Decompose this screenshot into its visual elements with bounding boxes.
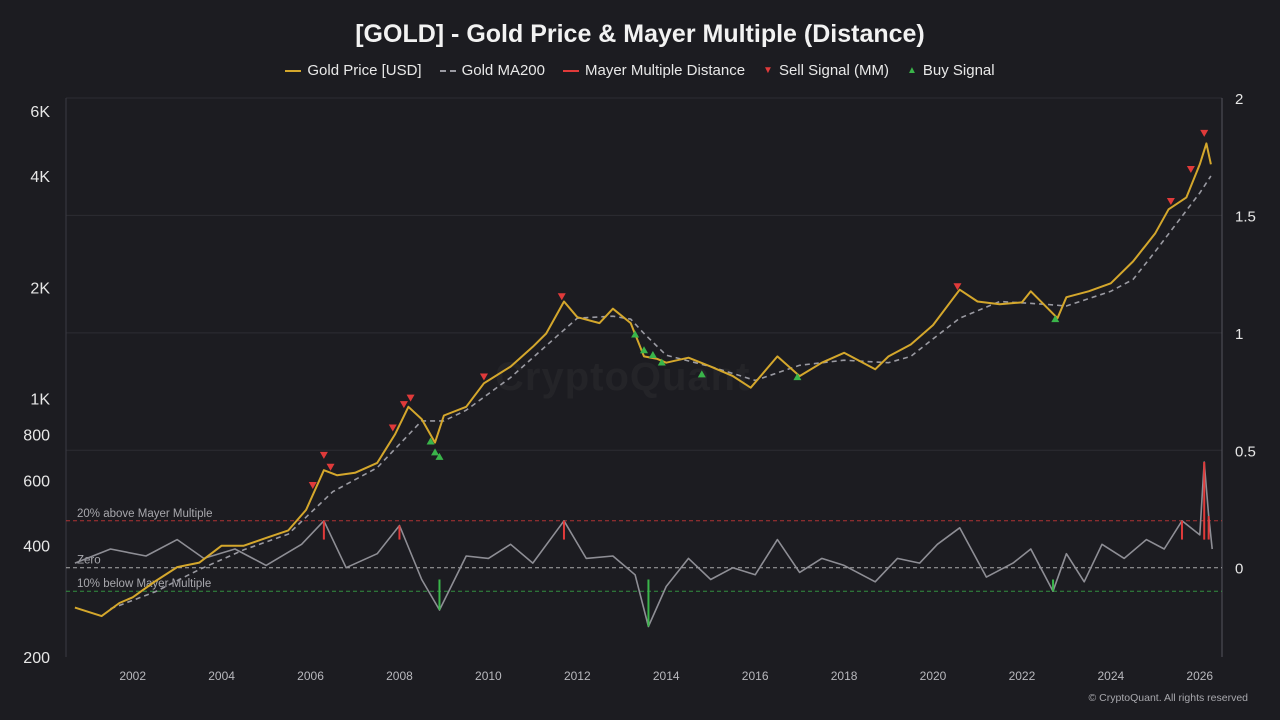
legend-buy-signal[interactable]: ▲ Buy Signal: [907, 62, 995, 79]
x-tick-label: 2018: [831, 669, 858, 683]
x-tick-label: 2024: [1097, 669, 1124, 683]
legend-buy-signal-label: Buy Signal: [922, 62, 995, 79]
legend-mayer-distance-swatch: [562, 69, 579, 72]
copyright-footer: © CryptoQuant. All rights reserved: [1088, 692, 1248, 704]
x-tick-label: 2008: [386, 669, 413, 683]
triangle-down-icon: ▼: [763, 65, 773, 76]
y-right-tick-label: 1.5: [1235, 208, 1256, 225]
buy-signal-marker: [640, 346, 648, 354]
sell-signal-marker: [953, 283, 962, 291]
y-left-tick-label: 1K: [30, 392, 50, 409]
reference-line-label: Zero: [77, 555, 101, 567]
sell-signal-marker: [319, 451, 328, 459]
legend-sell-signal[interactable]: ▼ Sell Signal (MM): [763, 62, 889, 79]
legend-gold-ma200[interactable]: Gold MA200: [439, 62, 545, 79]
chart-legend: Gold Price [USD] Gold MA200 Mayer Multip…: [0, 62, 1280, 79]
series-mayer-multiple-distance: [74, 461, 1213, 628]
x-tick-label: 2004: [208, 669, 235, 683]
series-gold-ma200: [110, 175, 1212, 610]
y-right-tick-label: 0.5: [1235, 443, 1256, 460]
sell-signal-marker: [308, 482, 317, 490]
x-tick-label: 2012: [564, 669, 591, 683]
y-left-tick-label: 200: [23, 650, 50, 667]
buy-signal-marker: [793, 373, 802, 381]
sell-signal-marker: [1166, 198, 1175, 206]
buy-signal-marker: [1051, 315, 1060, 323]
x-tick-label: 2014: [653, 669, 680, 683]
sell-signal-marker: [1186, 166, 1195, 174]
sell-signal-marker: [388, 424, 397, 432]
x-tick-label: 2016: [742, 669, 769, 683]
sell-signal-marker: [557, 293, 566, 301]
legend-gold-price-swatch: [285, 69, 302, 72]
x-tick-label: 2026: [1186, 669, 1213, 683]
y-left-tick-label: 2K: [30, 280, 50, 297]
x-tick-label: 2022: [1009, 669, 1036, 683]
sell-signal-marker: [1200, 129, 1209, 137]
y-left-tick-label: 400: [23, 539, 50, 556]
sell-signal-marker: [479, 373, 488, 381]
y-left-tick-label: 600: [23, 474, 50, 491]
y-left-tick-label: 800: [23, 427, 50, 444]
x-tick-label: 2002: [119, 669, 146, 683]
y-right-tick-label: 1: [1235, 326, 1243, 343]
y-left-tick-label: 4K: [30, 169, 50, 186]
legend-gold-ma200-label: Gold MA200: [461, 62, 545, 79]
series-gold-price: [74, 142, 1212, 618]
buy-signal-marker: [657, 358, 666, 366]
y-right-tick-label: 2: [1235, 91, 1243, 108]
buy-signal-marker: [697, 370, 706, 378]
legend-mayer-distance-label: Mayer Multiple Distance: [584, 62, 746, 79]
sell-signal-marker: [406, 394, 415, 402]
buy-signal-marker: [435, 452, 444, 460]
legend-mayer-distance[interactable]: Mayer Multiple Distance: [562, 62, 746, 79]
buy-signal-marker: [431, 448, 440, 456]
x-tick-label: 2010: [475, 669, 502, 683]
buy-signal-marker: [648, 350, 657, 358]
x-tick-label: 2020: [920, 669, 947, 683]
buy-signal-marker: [426, 437, 435, 445]
buy-signal-marker: [631, 330, 640, 338]
chart-title: [GOLD] - Gold Price & Mayer Multiple (Di…: [355, 20, 925, 48]
legend-gold-ma200-swatch: [439, 69, 456, 72]
y-right-tick-label: 0: [1235, 561, 1243, 578]
sell-signal-marker: [399, 401, 408, 409]
y-left-tick-label: 6K: [30, 104, 50, 121]
sell-signal-marker: [326, 463, 335, 471]
reference-line-label: 20% above Mayer Multiple: [77, 508, 213, 520]
legend-sell-signal-label: Sell Signal (MM): [778, 62, 889, 79]
legend-gold-price[interactable]: Gold Price [USD]: [285, 62, 422, 79]
triangle-up-icon: ▲: [906, 65, 917, 76]
x-tick-label: 2006: [297, 669, 324, 683]
legend-gold-price-label: Gold Price [USD]: [307, 62, 422, 79]
